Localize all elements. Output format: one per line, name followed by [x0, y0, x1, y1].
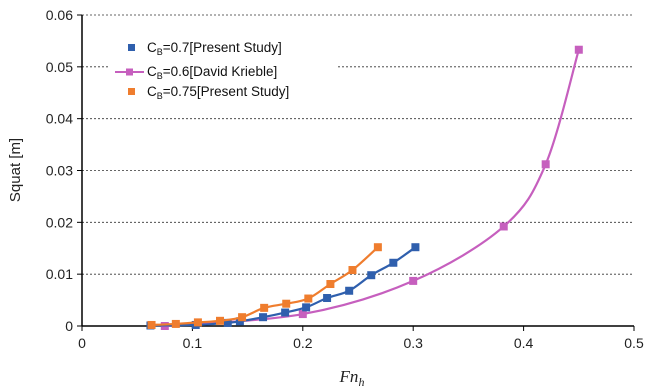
x-tick-label-3: 0.3: [403, 335, 423, 351]
y-tick-label-2: 0.02: [46, 214, 73, 230]
x-axis-title-sub: h: [358, 375, 364, 389]
x-tick-label-5: 0.5: [624, 335, 644, 351]
legend-label-cb07: CB=0.7[Present Study]: [147, 40, 282, 57]
series-0-point-5: [281, 308, 290, 317]
legend: CB=0.7[Present Study] CB=0.6[David Krieb…: [110, 36, 338, 102]
y-tick-label-3: 0.03: [46, 163, 73, 179]
y-tick-labels: 0 0.01 0.02 0.03 0.04 0.05 0.06: [46, 7, 82, 334]
legend-label-cb075: CB=0.75[Present Study]: [147, 84, 289, 101]
y-tick-label-6: 0.06: [46, 7, 73, 23]
x-tick-labels: 0 0.1 0.2 0.3 0.4 0.5: [78, 326, 644, 351]
legend-label-cb06: CB=0.6[David Krieble]: [147, 64, 277, 81]
series-1-point-5: [574, 45, 583, 54]
series-2-point-5: [260, 303, 269, 312]
series-0-point-6: [302, 303, 311, 312]
legend-item-cb075: CB=0.75[Present Study]: [128, 84, 289, 101]
series-2-point-1: [171, 319, 180, 328]
series-2-point-10: [373, 243, 382, 252]
series-1-point-2: [409, 276, 418, 285]
series-0: [146, 243, 420, 330]
y-axis-title: Squat [m]: [7, 138, 24, 202]
series-2-point-0: [147, 320, 156, 329]
series-2-point-4: [238, 313, 247, 322]
legend-marker-cb07: [128, 44, 135, 51]
x-axis-title: Fnh: [339, 367, 365, 389]
legend-marker-cb075: [128, 88, 135, 95]
series-0-point-11: [411, 243, 420, 252]
series-1-point-4: [541, 160, 550, 169]
y-tick-label-4: 0.04: [46, 111, 73, 127]
series-1-point-1: [298, 310, 307, 319]
y-tick-label-1: 0.01: [46, 266, 73, 282]
legend-marker-cb06: [126, 68, 133, 76]
x-tick-label-0: 0: [78, 335, 86, 351]
legend-item-cb07: CB=0.7[Present Study]: [128, 40, 282, 57]
x-axis-title-main: Fn: [339, 367, 359, 386]
y-tick-label-0: 0: [65, 318, 73, 334]
series-2-point-6: [282, 299, 291, 308]
series-1-point-3: [499, 222, 508, 231]
legend-item-cb06: CB=0.6[David Krieble]: [115, 64, 277, 81]
series-2-point-7: [304, 294, 313, 303]
series-0-point-10: [389, 258, 398, 267]
series-0-point-3: [235, 317, 244, 326]
series-2-point-2: [193, 318, 202, 327]
series-layer: [146, 45, 583, 330]
x-tick-label-4: 0.4: [514, 335, 534, 351]
series-2: [147, 243, 382, 329]
x-tick-label-2: 0.2: [293, 335, 313, 351]
legend-box: [110, 36, 338, 102]
series-2-point-3: [216, 316, 224, 325]
series-2-point-9: [348, 266, 357, 275]
series-0-point-4: [259, 313, 268, 322]
series-0-point-9: [367, 271, 376, 280]
series-2-point-8: [326, 280, 335, 289]
series-1-line: [164, 49, 580, 328]
series-0-point-7: [323, 294, 332, 303]
x-tick-label-1: 0.1: [183, 335, 203, 351]
series-0-point-8: [345, 286, 354, 295]
series-0-point-2: [223, 318, 232, 327]
y-tick-label-5: 0.05: [46, 59, 73, 75]
